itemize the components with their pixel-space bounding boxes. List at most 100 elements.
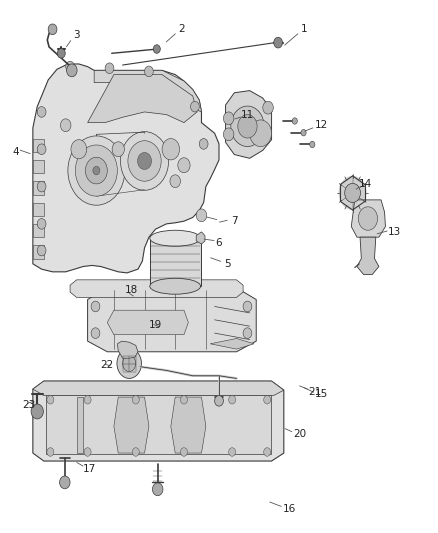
Circle shape [85,157,107,184]
Circle shape [231,106,264,147]
Circle shape [274,37,283,48]
Text: 13: 13 [388,227,401,237]
Circle shape [47,448,54,456]
Circle shape [339,176,367,210]
Circle shape [75,145,117,196]
Circle shape [93,166,100,175]
Text: 11: 11 [241,110,254,119]
Circle shape [263,101,273,114]
Circle shape [238,115,257,138]
Circle shape [145,66,153,77]
Circle shape [153,45,160,53]
Polygon shape [33,381,284,461]
Circle shape [301,130,306,136]
Circle shape [292,118,297,124]
Polygon shape [107,310,188,335]
Polygon shape [46,395,271,454]
Circle shape [37,219,46,229]
Text: 5: 5 [224,259,231,269]
Text: 12: 12 [315,120,328,130]
Circle shape [264,395,271,404]
Circle shape [48,24,57,35]
Circle shape [84,395,91,404]
Circle shape [67,64,77,77]
Circle shape [68,136,125,205]
Polygon shape [357,237,379,274]
Circle shape [57,49,65,58]
Polygon shape [33,224,44,237]
Text: 22: 22 [101,360,114,370]
Circle shape [66,61,74,72]
Circle shape [105,63,114,74]
Circle shape [250,120,272,147]
Polygon shape [88,288,256,352]
Circle shape [123,356,136,372]
Circle shape [91,301,100,312]
Circle shape [132,448,139,456]
Circle shape [71,140,87,159]
Circle shape [243,301,252,312]
Text: 21: 21 [309,387,322,397]
Circle shape [60,476,70,489]
Polygon shape [94,70,201,112]
Polygon shape [33,203,44,216]
Polygon shape [77,397,83,453]
Circle shape [162,139,180,160]
Circle shape [84,448,91,456]
Text: 17: 17 [83,464,96,474]
Polygon shape [33,160,44,173]
Polygon shape [70,280,243,297]
Circle shape [152,483,163,496]
Polygon shape [171,397,206,453]
Ellipse shape [150,230,201,246]
Circle shape [310,141,315,148]
Circle shape [128,141,161,181]
Polygon shape [150,238,201,286]
Polygon shape [33,181,44,195]
Text: 16: 16 [283,504,296,514]
Text: 7: 7 [231,216,238,226]
Text: 6: 6 [215,238,223,247]
Circle shape [215,395,223,406]
Circle shape [138,152,152,169]
Ellipse shape [150,278,201,294]
Text: 20: 20 [293,430,307,439]
Polygon shape [351,200,385,237]
Text: 14: 14 [359,179,372,189]
Circle shape [223,112,234,125]
Polygon shape [33,245,44,259]
Polygon shape [226,91,272,158]
Polygon shape [33,381,284,395]
Text: 23: 23 [22,400,35,410]
Circle shape [170,175,180,188]
Circle shape [229,448,236,456]
Circle shape [132,395,139,404]
Circle shape [229,395,236,404]
Text: 1: 1 [301,25,308,34]
Polygon shape [196,232,205,244]
Text: 2: 2 [178,25,185,34]
Text: 4: 4 [12,147,19,157]
Circle shape [60,119,71,132]
Polygon shape [210,338,254,349]
Circle shape [196,209,207,222]
Text: 18: 18 [125,286,138,295]
Circle shape [37,245,46,256]
Circle shape [112,142,124,157]
Circle shape [243,328,252,338]
Text: 3: 3 [73,30,80,39]
Polygon shape [114,397,149,453]
Circle shape [37,181,46,192]
Circle shape [191,101,199,112]
Circle shape [199,139,208,149]
Circle shape [180,448,187,456]
Circle shape [345,183,360,203]
Circle shape [120,132,169,190]
Circle shape [223,128,234,141]
Polygon shape [117,341,138,358]
Circle shape [37,107,46,117]
Circle shape [117,349,141,378]
Circle shape [178,158,190,173]
Circle shape [180,395,187,404]
Text: 15: 15 [315,390,328,399]
